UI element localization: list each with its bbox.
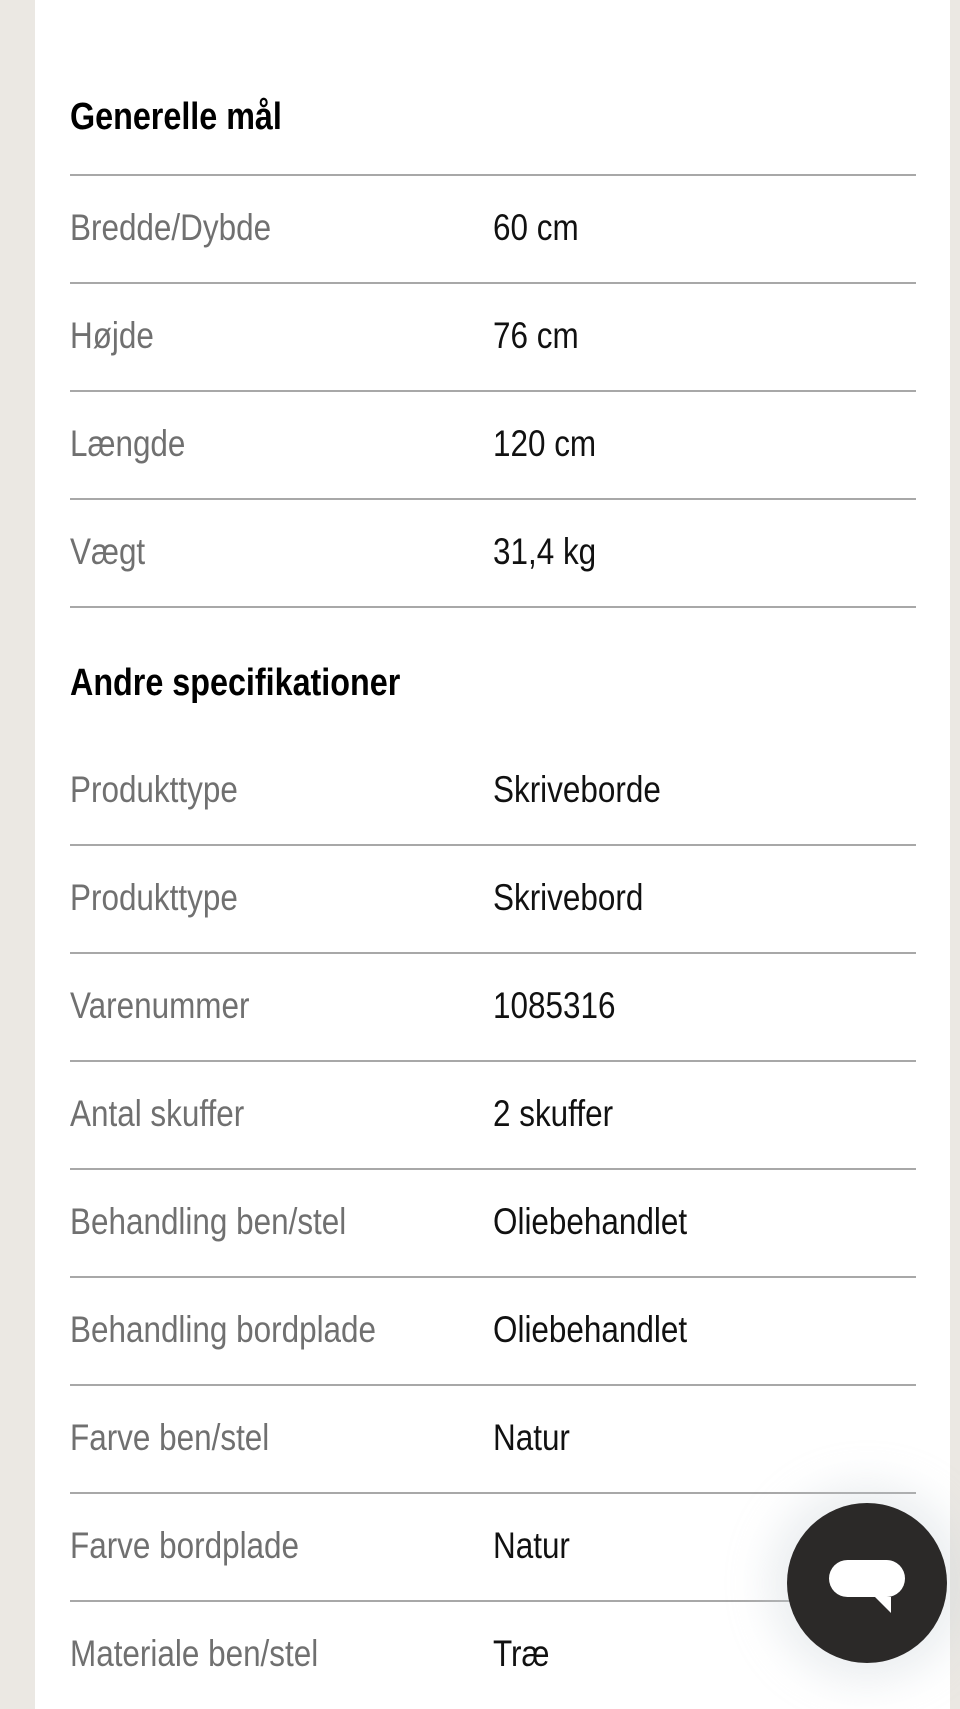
divider: [70, 1384, 916, 1386]
divider: [70, 1600, 916, 1602]
spec-label: Behandling ben/stel: [70, 1201, 347, 1242]
spec-value: 2 skuffer: [493, 1093, 614, 1134]
divider: [70, 282, 916, 284]
spec-row: Højde 76 cm: [70, 282, 916, 390]
divider: [70, 390, 916, 392]
spec-label: Bredde/Dybde: [70, 207, 272, 248]
spec-label: Vægt: [70, 531, 146, 572]
divider: [70, 174, 916, 176]
spec-row: Antal skuffer 2 skuffer: [70, 1060, 916, 1168]
divider: [70, 1060, 916, 1062]
spec-value: 76 cm: [493, 315, 579, 356]
spec-label: Produkttype: [70, 877, 238, 918]
spec-row: Materiale ben/stel Træ: [70, 1600, 916, 1708]
spec-label: Farve ben/stel: [70, 1417, 270, 1458]
spec-value: Skriveborde: [493, 769, 661, 810]
spec-label: Antal skuffer: [70, 1093, 245, 1134]
spec-value: 1085316: [493, 985, 616, 1026]
spec-row: Behandling bordplade Oliebehandlet: [70, 1276, 916, 1384]
spec-value: Natur: [493, 1417, 570, 1458]
chat-bubble-icon: [829, 1560, 905, 1597]
spec-label: Materiale ben/stel: [70, 1633, 319, 1674]
divider: [70, 1168, 916, 1170]
spec-value: Skrivebord: [493, 877, 644, 918]
divider: [70, 952, 916, 954]
spec-row: Varenummer 1085316: [70, 952, 916, 1060]
spec-value: Natur: [493, 1525, 570, 1566]
spec-value: Træ: [493, 1633, 550, 1674]
divider: [70, 1492, 916, 1494]
section-title: Generelle mål: [70, 96, 282, 138]
spec-row: Vægt 31,4 kg: [70, 498, 916, 606]
spec-label: Produkttype: [70, 769, 238, 810]
spec-value: Oliebehandlet: [493, 1309, 688, 1350]
spec-value: Oliebehandlet: [493, 1201, 688, 1242]
spec-label: Farve bordplade: [70, 1525, 300, 1566]
spec-label: Behandling bordplade: [70, 1309, 377, 1350]
section-title: Andre specifikationer: [70, 662, 401, 704]
spec-label: Højde: [70, 315, 154, 356]
spec-value: 120 cm: [493, 423, 597, 464]
specifications-panel: [35, 0, 950, 1709]
spec-row: Produkttype Skriveborde: [70, 736, 916, 844]
divider: [70, 606, 916, 608]
spec-value: 60 cm: [493, 207, 579, 248]
spec-label: Længde: [70, 423, 186, 464]
divider: [70, 498, 916, 500]
spec-row: Farve bordplade Natur: [70, 1492, 916, 1600]
spec-value: 31,4 kg: [493, 531, 597, 572]
spec-row: Produkttype Skrivebord: [70, 844, 916, 952]
spec-label: Varenummer: [70, 985, 250, 1026]
spec-row: Bredde/Dybde 60 cm: [70, 174, 916, 282]
divider: [70, 1276, 916, 1278]
chat-button[interactable]: [787, 1503, 947, 1663]
chat-bubble-tail: [875, 1597, 891, 1613]
spec-row: Farve ben/stel Natur: [70, 1384, 916, 1492]
divider: [70, 844, 916, 846]
spec-row: Behandling ben/stel Oliebehandlet: [70, 1168, 916, 1276]
spec-row: Længde 120 cm: [70, 390, 916, 498]
